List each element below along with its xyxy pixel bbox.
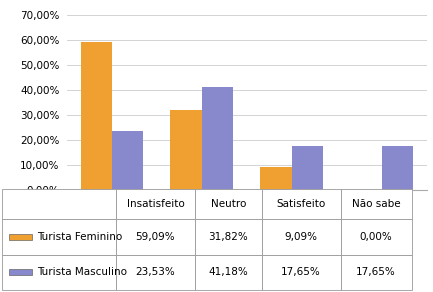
Bar [260,167,292,190]
Text: Satisfeito: Satisfeito [277,199,326,209]
Bar [262,255,341,290]
Bar [171,110,202,190]
Text: 0,00%: 0,00% [360,232,393,242]
Bar [262,219,341,255]
Bar [341,255,411,290]
Text: 59,09%: 59,09% [136,232,175,242]
Bar [9,269,32,275]
Bar [116,255,195,290]
Bar [262,189,341,219]
Text: 17,65%: 17,65% [281,267,321,277]
Text: Neutro: Neutro [210,199,246,209]
Bar [195,189,262,219]
Text: Turista Feminino: Turista Feminino [37,232,122,242]
Text: Turista Masculino: Turista Masculino [37,267,127,277]
Bar [341,189,411,219]
Bar [381,146,413,190]
Bar [112,131,143,190]
Text: 31,82%: 31,82% [208,232,248,242]
Bar [2,189,116,219]
Text: 9,09%: 9,09% [284,232,318,242]
Bar [195,219,262,255]
Bar [116,189,195,219]
Bar [116,219,195,255]
Text: 23,53%: 23,53% [136,267,175,277]
Bar [202,87,233,190]
Bar [195,255,262,290]
Bar [292,146,323,190]
Bar [81,42,112,190]
Bar [2,219,116,255]
Text: Insatisfeito: Insatisfeito [126,199,184,209]
Text: 41,18%: 41,18% [208,267,248,277]
Text: 17,65%: 17,65% [356,267,396,277]
Text: Não sabe: Não sabe [352,199,401,209]
Bar [9,234,32,240]
Bar [341,219,411,255]
Bar [2,255,116,290]
